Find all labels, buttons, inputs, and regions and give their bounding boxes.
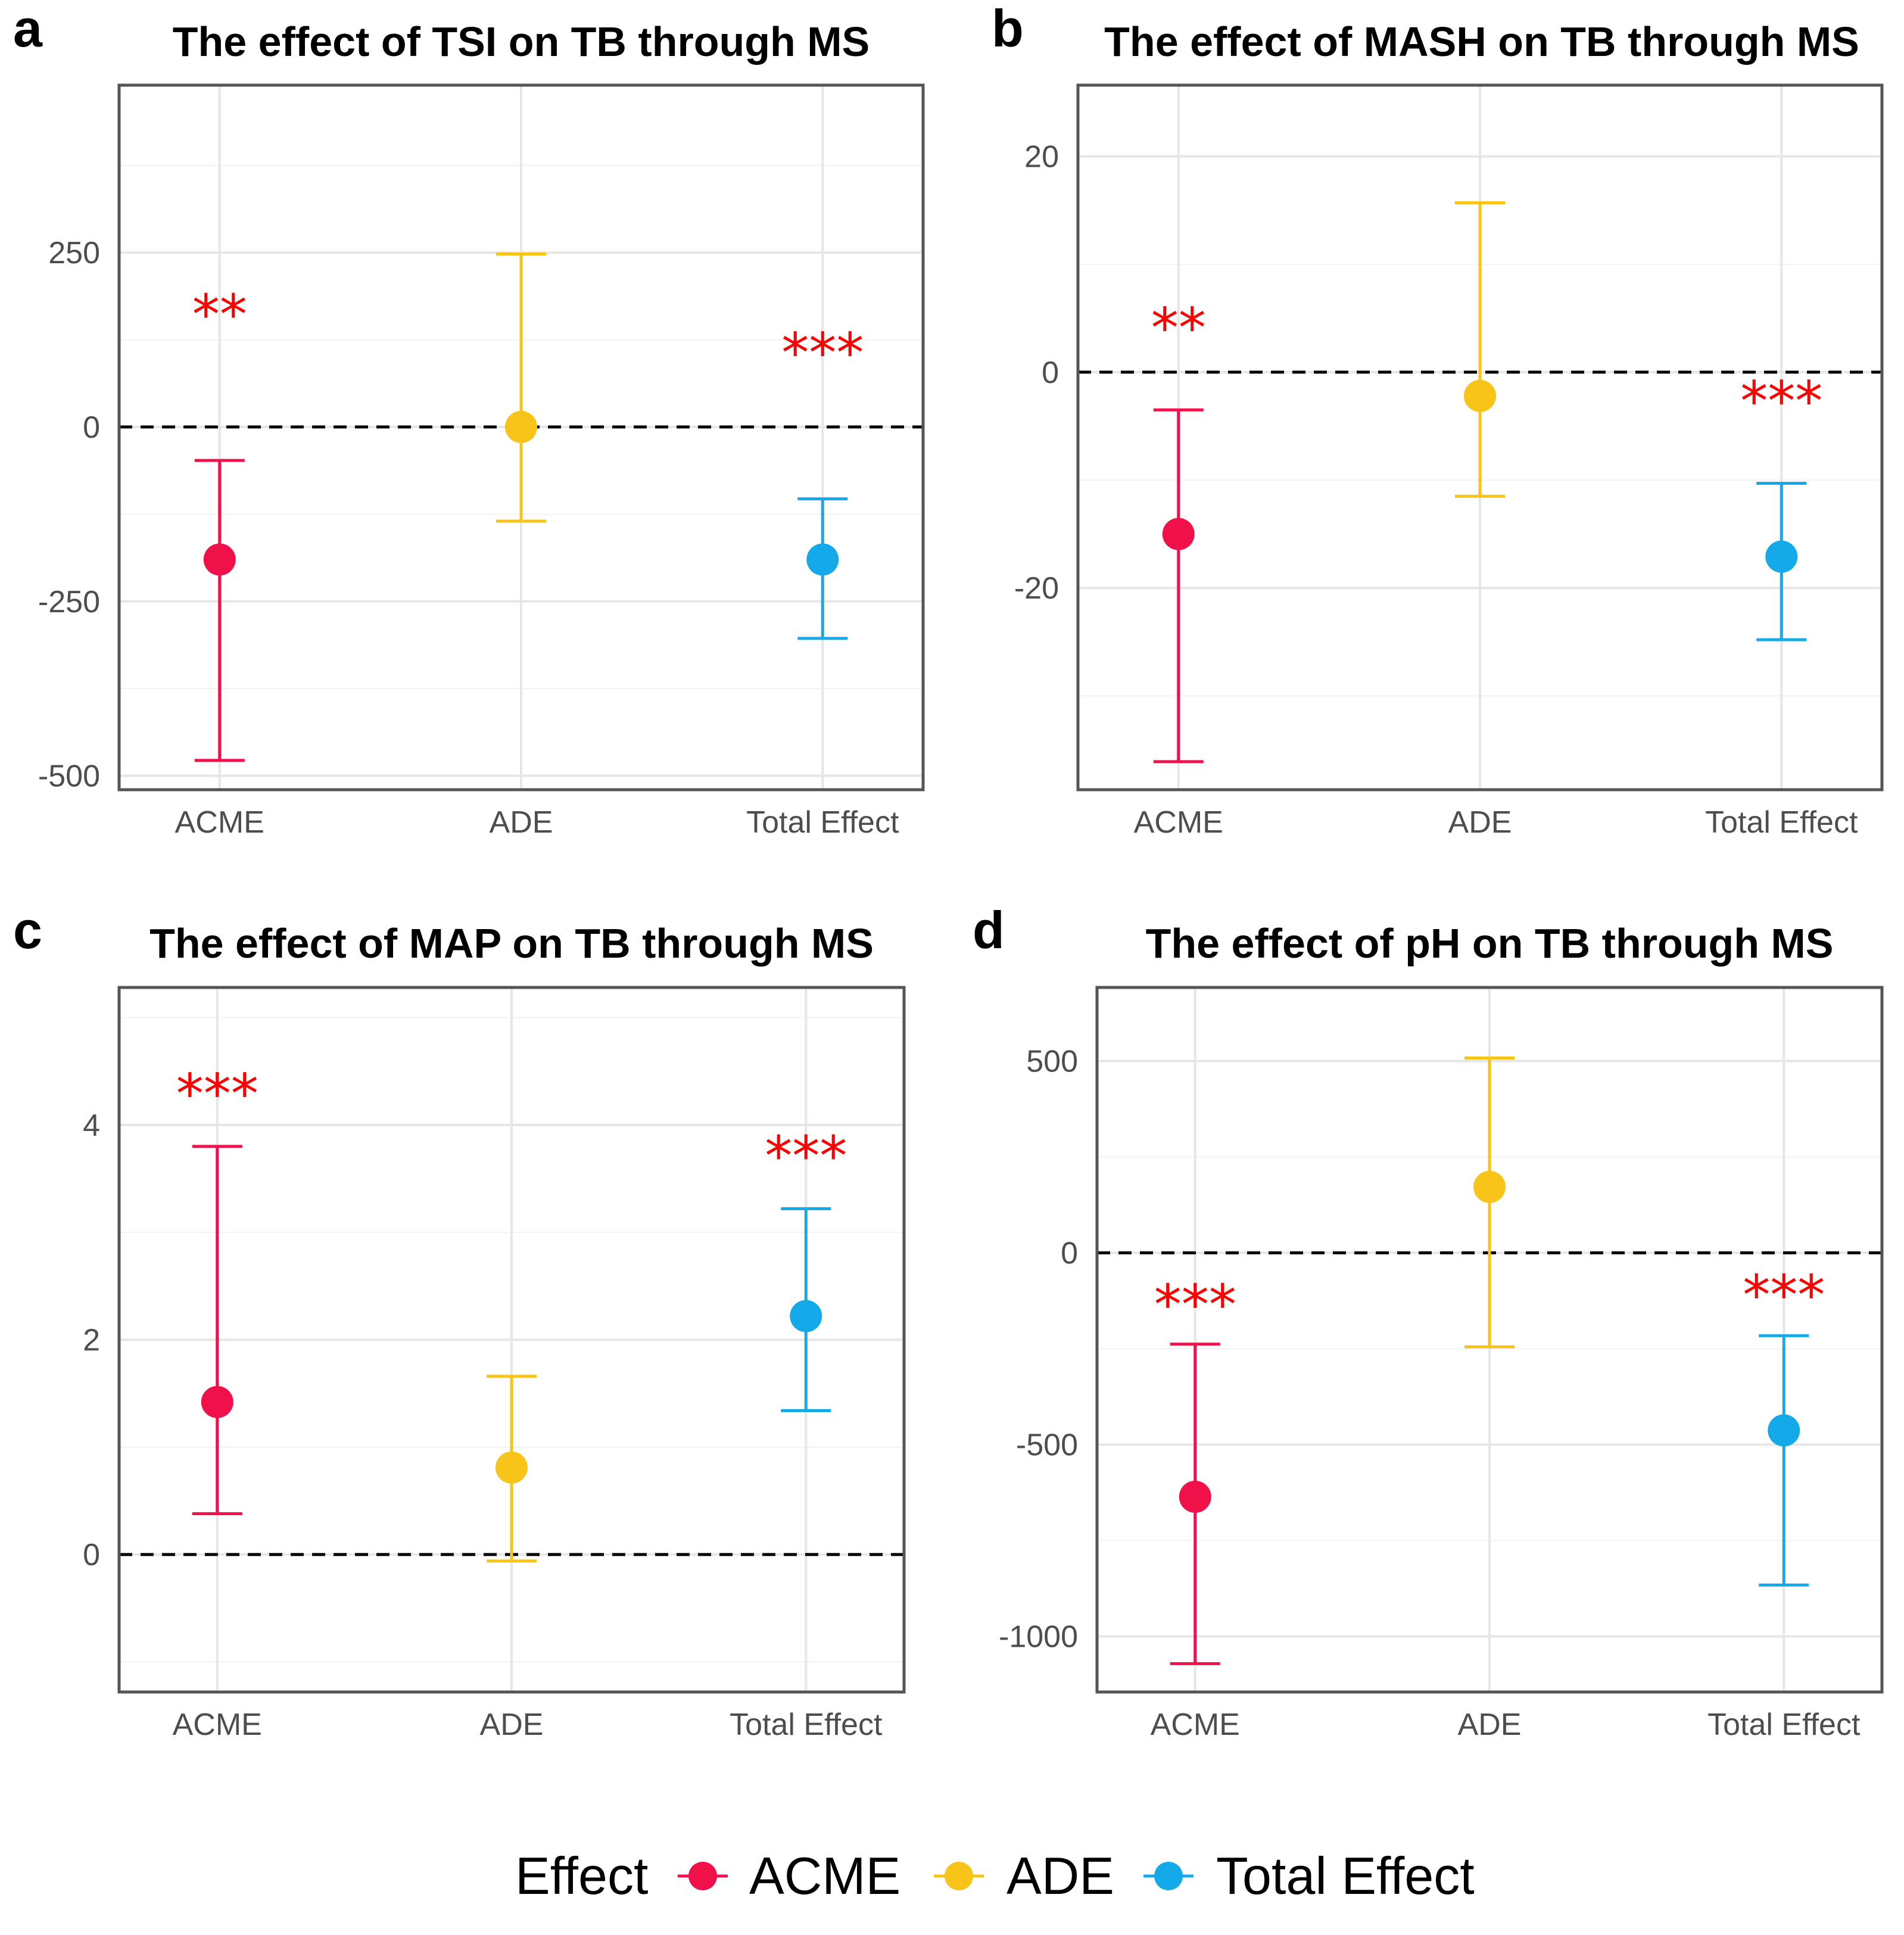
- legend-key-dot: [688, 1862, 717, 1890]
- panel-border: [117, 986, 906, 1694]
- x-tick-label-total-effect: Total Effect: [746, 805, 899, 840]
- plot-area: -1000 -500 0 500 ACME ADE Total Effect *** ***: [999, 986, 1884, 1742]
- panel-b: b The effect of MASH on TB through MS -2…: [992, 0, 1884, 840]
- point-acme: [203, 543, 236, 576]
- point-ade: [505, 410, 537, 443]
- point-total-effect: [806, 543, 839, 576]
- legend-key-dot: [1154, 1862, 1183, 1890]
- significance-stars-acme: ***: [176, 1062, 258, 1126]
- significance-stars-total-effect: ***: [781, 321, 864, 385]
- panel-border: [1095, 986, 1884, 1694]
- x-tick-label-total-effect: Total Effect: [1707, 1707, 1861, 1742]
- x-tick-label-ade: ADE: [490, 805, 553, 840]
- y-tick-label: 0: [83, 410, 100, 445]
- legend-key-dot: [945, 1862, 973, 1890]
- significance-stars-total-effect: ***: [765, 1124, 847, 1188]
- x-tick-label-acme: ACME: [175, 805, 264, 840]
- x-tick-label-acme: ACME: [173, 1707, 262, 1742]
- y-tick-label: 0: [1042, 356, 1059, 390]
- y-tick-label: 20: [1024, 140, 1059, 175]
- panel-letter: b: [992, 0, 1024, 58]
- y-tick-label: -20: [1014, 571, 1059, 606]
- panel-title: The effect of pH on TB through MS: [1146, 920, 1834, 967]
- significance-stars-acme: **: [1151, 296, 1206, 360]
- y-tick-label: 500: [1026, 1045, 1078, 1079]
- panel-letter: a: [13, 0, 43, 58]
- panel-c: c The effect of MAP on TB through MS 0 2 4…: [13, 900, 906, 1742]
- legend: Effect ACME ADE Total Effect: [515, 1846, 1475, 1905]
- point-ade: [1473, 1170, 1506, 1203]
- legend-entry-ade: ADE: [934, 1846, 1114, 1905]
- legend-label: ADE: [1006, 1846, 1114, 1905]
- x-tick-label-ade: ADE: [480, 1707, 544, 1742]
- point-total-effect: [1765, 540, 1798, 573]
- x-tick-label-acme: ACME: [1151, 1707, 1240, 1742]
- point-acme: [1162, 518, 1195, 550]
- x-tick-label-ade: ADE: [1448, 805, 1512, 840]
- point-ade: [496, 1451, 528, 1484]
- point-total-effect: [1768, 1414, 1800, 1447]
- significance-stars-acme: **: [192, 283, 247, 347]
- legend-entry-total-effect: Total Effect: [1143, 1846, 1475, 1905]
- panel-border: [1076, 83, 1884, 792]
- x-tick-label-total-effect: Total Effect: [1705, 805, 1858, 840]
- x-tick-label-total-effect: Total Effect: [730, 1707, 883, 1742]
- y-tick-label: 0: [1061, 1236, 1078, 1271]
- legend-label: ACME: [749, 1846, 900, 1905]
- significance-stars-total-effect: ***: [1740, 370, 1822, 434]
- legend-entry-acme: ACME: [678, 1846, 900, 1905]
- y-tick-label: 2: [83, 1323, 100, 1358]
- y-tick-label: 4: [83, 1108, 100, 1143]
- panel-title: The effect of TSI on TB through MS: [173, 18, 870, 65]
- panel-title: The effect of MAP on TB through MS: [149, 920, 874, 967]
- x-tick-label-acme: ACME: [1134, 805, 1223, 840]
- y-tick-label: 250: [48, 236, 100, 270]
- panel-border: [117, 83, 925, 792]
- significance-stars-total-effect: ***: [1743, 1263, 1825, 1327]
- point-acme: [201, 1386, 233, 1419]
- point-total-effect: [790, 1300, 822, 1332]
- point-acme: [1179, 1481, 1211, 1513]
- significance-stars-acme: ***: [1154, 1273, 1236, 1336]
- panel-letter: c: [13, 900, 42, 959]
- y-tick-label: -500: [1016, 1428, 1078, 1463]
- y-tick-label: -1000: [999, 1620, 1078, 1654]
- x-tick-label-ade: ADE: [1458, 1707, 1522, 1742]
- legend-label: Total Effect: [1216, 1846, 1475, 1905]
- point-ade: [1464, 379, 1496, 412]
- panel-d: d The effect of pH on TB through MS -100…: [973, 900, 1884, 1742]
- plot-area: 0 2 4 ACME ADE Total Effect *** ***: [83, 986, 906, 1742]
- panel-title: The effect of MASH on TB through MS: [1104, 18, 1859, 65]
- panel-a: a The effect of TSI on TB through MS -50…: [13, 0, 925, 840]
- y-tick-label: -250: [38, 585, 100, 619]
- y-tick-label: -500: [38, 759, 100, 794]
- panel-letter: d: [973, 900, 1005, 959]
- legend-title: Effect: [515, 1846, 648, 1905]
- y-tick-label: 0: [83, 1538, 100, 1572]
